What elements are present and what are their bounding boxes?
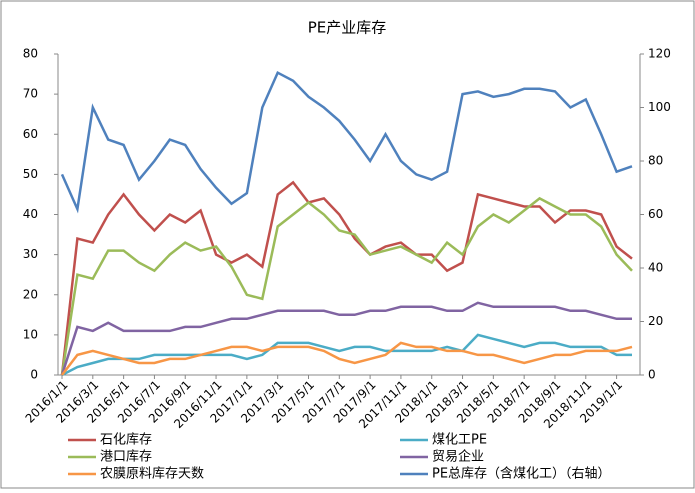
y-tick-label: 80 bbox=[23, 47, 38, 61]
legend-label: 港口库存 bbox=[100, 449, 152, 465]
y-tick-label: 60 bbox=[23, 127, 38, 141]
legend-label: 农膜原料库存天数 bbox=[100, 466, 204, 482]
series-line bbox=[60, 70, 633, 214]
y-tick-label: 0 bbox=[30, 368, 38, 382]
legend-label: 贸易企业 bbox=[432, 449, 484, 465]
y2-tick-label: 80 bbox=[648, 154, 663, 168]
y-tick-label: 30 bbox=[23, 247, 38, 261]
y2-tick-label: 120 bbox=[648, 47, 671, 61]
y-tick-label: 20 bbox=[23, 287, 38, 301]
y2-tick-label: 100 bbox=[648, 100, 671, 114]
y-tick-label: 50 bbox=[23, 167, 38, 181]
legend-label: 石化库存 bbox=[100, 432, 152, 448]
y2-tick-label: 20 bbox=[648, 314, 663, 328]
series-line bbox=[60, 301, 632, 376]
series-line bbox=[60, 196, 633, 376]
y2-tick-label: 40 bbox=[648, 261, 663, 275]
series-line bbox=[61, 333, 632, 377]
y-tick-label: 10 bbox=[23, 327, 38, 341]
legend-label: PE总库存（含煤化工）（右轴） bbox=[432, 466, 611, 482]
y2-tick-label: 0 bbox=[648, 368, 656, 382]
legend-label: 煤化工PE bbox=[432, 433, 487, 448]
series-line bbox=[61, 341, 633, 376]
y-tick-label: 40 bbox=[23, 207, 38, 221]
chart-title: PE产业库存 bbox=[308, 19, 387, 37]
y-tick-label: 70 bbox=[23, 87, 38, 101]
y2-tick-label: 60 bbox=[648, 207, 663, 221]
series-line bbox=[60, 180, 633, 376]
